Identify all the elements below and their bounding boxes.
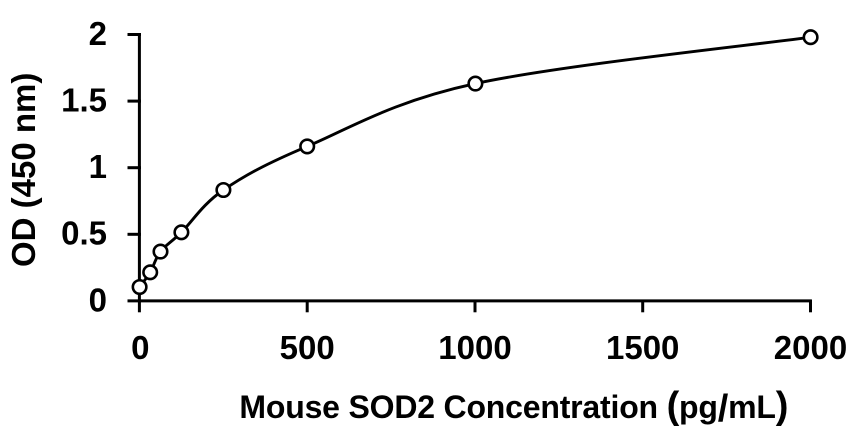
svg-text:1.5: 1.5 <box>61 82 107 119</box>
svg-text:2: 2 <box>89 15 107 52</box>
svg-text:Mouse SOD2 Concentration (pg/m: Mouse SOD2 Concentration (pg/mL) <box>239 385 788 430</box>
svg-text:500: 500 <box>280 329 335 366</box>
svg-text:1500: 1500 <box>606 329 679 366</box>
svg-text:0.5: 0.5 <box>61 215 107 252</box>
svg-text:OD (450 nm): OD (450 nm) <box>5 73 42 267</box>
svg-text:1: 1 <box>89 148 107 185</box>
svg-text:0: 0 <box>131 329 149 366</box>
svg-text:1000: 1000 <box>438 329 511 366</box>
svg-text:2000: 2000 <box>774 329 847 366</box>
svg-text:0: 0 <box>89 281 107 318</box>
